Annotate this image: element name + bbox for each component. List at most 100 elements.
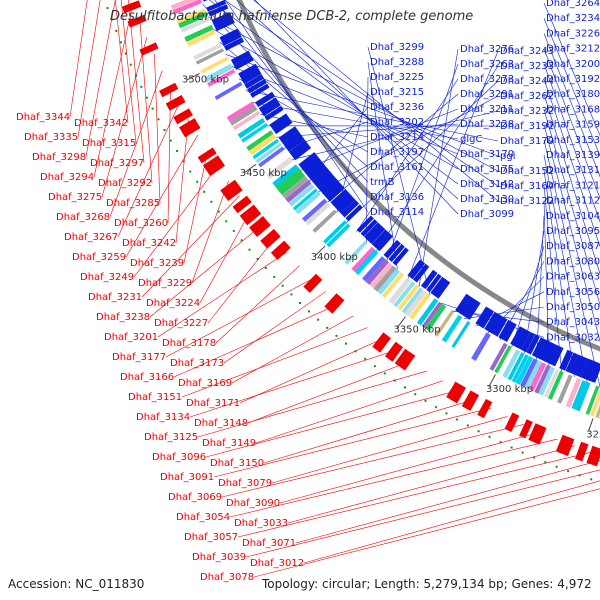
minus-gene-label: Dhaf_3169 — [178, 378, 232, 389]
plus-gene-label: Dhaf_3211 — [460, 104, 514, 115]
minus-leader-line — [213, 407, 491, 478]
plus-strand-feature — [206, 0, 227, 12]
plus-leader-line — [543, 2, 600, 137]
plus-strand-feature — [203, 0, 208, 2]
plus-strand-feature — [288, 139, 308, 156]
plus-strand-feature — [531, 337, 545, 357]
minus-strand-feature — [504, 412, 520, 432]
plus-strand-feature — [278, 126, 299, 143]
minus-strand-feature — [519, 419, 533, 439]
plus-gene-label: Dhaf_3114 — [370, 207, 424, 218]
category-feature — [528, 362, 547, 392]
plus-leader-line — [283, 121, 369, 149]
category-feature — [537, 366, 555, 396]
category-feature — [302, 198, 328, 222]
gc-dot — [210, 200, 213, 203]
minus-gene-label: Dhaf_3201 — [104, 332, 158, 343]
plus-leader-line — [232, 66, 459, 155]
minus-leader-line — [183, 150, 208, 264]
minus-gene-label: Dhaf_3091 — [160, 472, 214, 483]
category-feature — [354, 249, 379, 276]
category-feature — [489, 342, 508, 371]
minus-leader-line — [85, 0, 116, 158]
category-feature — [295, 191, 321, 215]
gc-dot — [499, 441, 502, 444]
plus-leader-line — [418, 48, 459, 287]
plus-gene-label: Dhaf_3299 — [370, 42, 424, 53]
plus-leader-line — [367, 61, 398, 270]
minus-strand-feature — [139, 42, 159, 56]
plus-gene-label: Dhaf_3056 — [546, 287, 600, 298]
gc-dot — [203, 190, 206, 193]
category-feature — [369, 262, 393, 289]
plus-leader-line — [543, 124, 600, 343]
gc-dot — [176, 150, 179, 152]
gc-dot — [466, 424, 469, 427]
plus-strand-feature — [284, 134, 305, 152]
category-feature — [184, 24, 214, 42]
plus-leader-line — [543, 109, 600, 306]
category-feature — [241, 123, 268, 143]
minus-strand-feature — [555, 434, 575, 457]
category-feature — [425, 303, 447, 332]
kbp-tick-label: 3250 kbp — [586, 429, 600, 440]
plus-gene-label: Dhaf_3288 — [370, 57, 424, 68]
minus-leader-line — [197, 370, 428, 438]
category-feature — [520, 358, 538, 388]
plus-gene-label: Dhaf_3233 — [500, 61, 554, 72]
genome-title: Desulfitobacterium hafniense DCB-2, comp… — [110, 9, 474, 24]
gc-dot — [445, 412, 448, 415]
plus-leader-line — [309, 106, 369, 182]
plus-gene-label: Dhaf_3234 — [546, 13, 600, 24]
minus-leader-line — [221, 424, 524, 498]
plus-gene-label: Dhaf_3212 — [546, 44, 600, 55]
plus-strand-feature — [312, 168, 331, 186]
minus-gene-label: Dhaf_3268 — [56, 212, 110, 223]
plus-gene-label: Dhaf_3152 — [500, 166, 554, 177]
plus-leader-line — [207, 16, 499, 172]
plus-leader-line — [452, 310, 545, 323]
category-feature — [246, 130, 274, 151]
minus-leader-line — [295, 460, 600, 544]
plus-strand-feature — [383, 239, 401, 259]
plus-leader-line — [543, 63, 600, 223]
plus-gene-label: Dhaf_3104 — [546, 211, 600, 222]
plus-strand-feature — [221, 32, 242, 46]
category-feature — [255, 142, 282, 164]
category-feature — [377, 268, 401, 295]
category-feature — [248, 133, 277, 155]
minus-gene-label: Dhaf_3148 — [194, 418, 248, 429]
plus-gene-label: Dhaf_3273 — [460, 74, 514, 85]
plus-gene-label: Dhaf_3244 — [500, 76, 554, 87]
plus-strand-feature — [238, 63, 259, 80]
feature-rings — [106, 0, 600, 481]
minus-leader-line — [125, 134, 199, 258]
category-feature — [494, 345, 512, 374]
label-leader-lines — [69, 0, 600, 578]
gc-dot — [124, 52, 127, 55]
plus-leader-line — [543, 139, 600, 388]
plus-gene-label: Dhaf_3168 — [546, 104, 600, 115]
plus-gene-label: Dhaf_3130 — [460, 194, 514, 205]
minus-gene-label: Dhaf_3171 — [186, 398, 240, 409]
plus-strand-feature — [247, 79, 267, 94]
category-feature — [585, 385, 600, 415]
minus-gene-label: Dhaf_3079 — [218, 478, 272, 489]
plus-gene-label: Dhaf_3262 — [500, 91, 554, 102]
plus-strand-feature — [260, 100, 281, 117]
minus-strand-feature — [477, 398, 493, 419]
minus-gene-label: Dhaf_3344 — [16, 112, 70, 123]
category-feature — [511, 354, 529, 383]
gc-dot — [521, 451, 524, 454]
gc-dot — [555, 465, 558, 468]
plus-leader-line — [464, 306, 545, 319]
gc-dot — [414, 393, 417, 396]
plus-gene-label: pgi — [500, 151, 515, 162]
plus-gene-label: Dhaf_3276 — [460, 44, 514, 55]
gc-dot — [145, 96, 148, 99]
minus-leader-line — [199, 210, 251, 304]
plus-strand-feature — [233, 55, 254, 70]
gc-dot — [567, 470, 570, 473]
plus-strand-feature — [371, 229, 390, 248]
